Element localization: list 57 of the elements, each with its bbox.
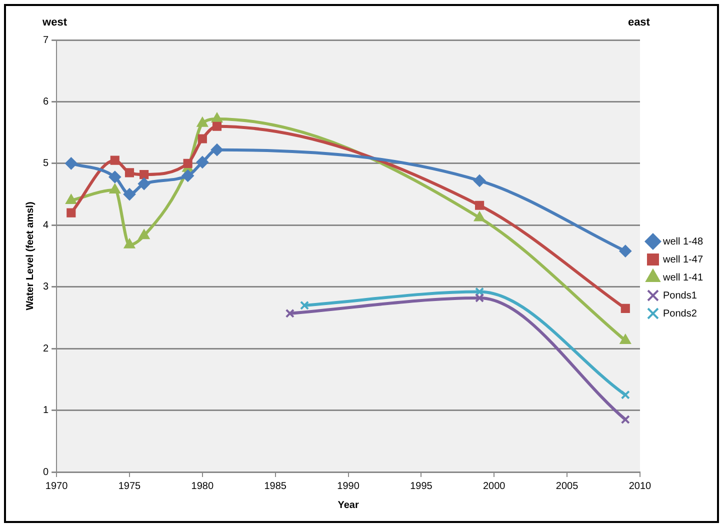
point: [211, 144, 223, 156]
x-axis-title: Year: [338, 500, 359, 511]
text: west: [42, 16, 68, 29]
point: [108, 171, 121, 184]
point: [110, 184, 120, 194]
point: [138, 230, 150, 240]
point: [183, 158, 192, 168]
point: [66, 194, 76, 204]
point: [124, 238, 135, 248]
legend-label: well 1-47: [662, 254, 704, 266]
point: [124, 168, 134, 178]
y-tick-label: 6: [43, 96, 49, 108]
x-tick-label: 1980: [191, 480, 214, 492]
point: [123, 188, 136, 200]
legend-label: Ponds2: [662, 308, 698, 320]
point: [182, 170, 194, 182]
point: [138, 178, 150, 190]
y-tick-label: 4: [43, 220, 49, 231]
legend-label: Ponds1: [662, 290, 698, 302]
point: [620, 304, 630, 313]
point: [475, 200, 484, 210]
y-tick-label: 7: [43, 34, 49, 46]
x-tick-label: 1975: [118, 480, 142, 492]
point: [197, 117, 208, 127]
point: [619, 245, 632, 258]
point: [198, 134, 207, 144]
y-tick-label: 1: [43, 405, 49, 416]
point: [212, 122, 222, 131]
point: [300, 300, 310, 310]
y-tick-label: 3: [43, 282, 49, 293]
point: [285, 308, 294, 318]
point: [620, 415, 630, 424]
point: [474, 174, 486, 187]
x-tick-label: 1990: [337, 480, 360, 492]
y-tick-label: 5: [43, 158, 49, 170]
point: [110, 156, 120, 165]
legend-label: well 1-48: [662, 236, 704, 248]
point: [66, 208, 76, 218]
point: [474, 212, 485, 222]
x-tick-label: 1995: [410, 480, 433, 492]
legend-label: well 1-41: [662, 272, 704, 284]
point: [620, 390, 630, 400]
x-tick-label: 2005: [556, 480, 579, 492]
x-tick-label: 2000: [483, 480, 506, 492]
point: [140, 170, 149, 180]
text: east: [628, 16, 650, 29]
x-tick-label: 1985: [264, 480, 287, 492]
point: [475, 293, 484, 302]
x-tick-label: 1970: [45, 480, 68, 492]
point: [65, 157, 78, 170]
y-axis-title: Water Level (feet amsl): [24, 202, 36, 310]
x-tick-label: 2010: [628, 480, 652, 492]
point: [212, 112, 222, 122]
y-tick-label: 2: [43, 343, 49, 354]
y-tick-label: 0: [43, 466, 49, 478]
point: [620, 334, 631, 344]
point: [196, 156, 208, 168]
